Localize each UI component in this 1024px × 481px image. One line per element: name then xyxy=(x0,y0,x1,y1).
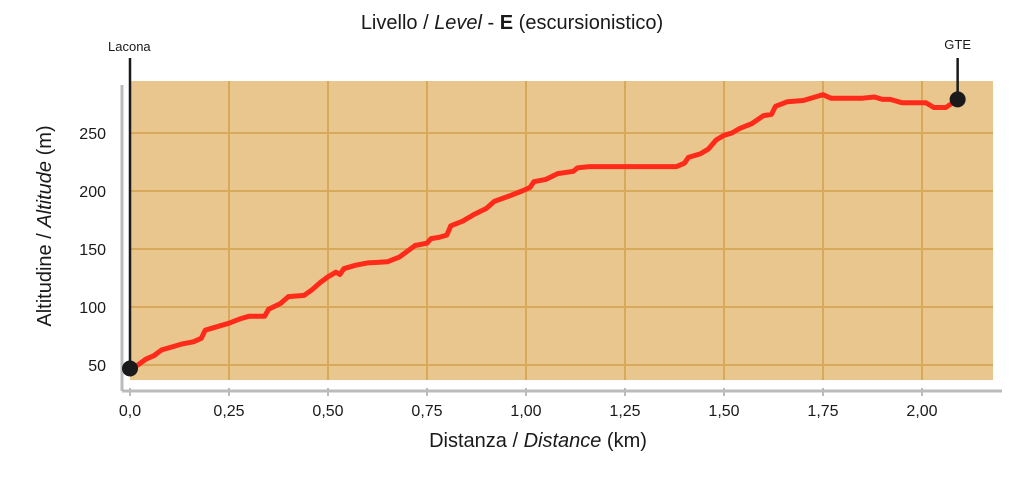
x-tick-label: 1,25 xyxy=(609,403,640,420)
x-axis-label-italic: Distance xyxy=(524,430,602,452)
x-tick-label: 1,75 xyxy=(807,403,838,420)
endpoint-gte-marker xyxy=(949,91,966,108)
y-tick-label: 200 xyxy=(79,184,106,201)
x-axis-label: Distanza / Distance (km) xyxy=(429,430,647,452)
x-axis-label-plain: Distanza / xyxy=(429,430,523,452)
y-tick-label: 250 xyxy=(79,126,106,143)
y-axis-label: Altitudine / Altitude (m) xyxy=(34,125,56,326)
y-axis-label-italic: Altitude xyxy=(34,161,56,229)
title-part-5: (escursionistico) xyxy=(513,12,663,34)
x-tick-label: 0,25 xyxy=(213,403,244,420)
x-tick-label: 1,50 xyxy=(708,403,739,420)
x-tick-label: 0,75 xyxy=(411,403,442,420)
y-tick-label: 100 xyxy=(79,300,106,317)
grid-lines xyxy=(130,81,993,380)
y-axis-label-plain: Altitudine / xyxy=(34,228,56,327)
x-tick-label: 0,0 xyxy=(119,403,141,420)
y-axis-label-unit: (m) xyxy=(34,125,56,161)
endpoint-lacona-marker xyxy=(122,360,138,377)
x-tick-label: 0,50 xyxy=(312,403,343,420)
x-tick-label: 1,00 xyxy=(510,403,541,420)
y-tick-label: 50 xyxy=(88,358,106,375)
endpoint-lacona-label: Lacona xyxy=(108,39,151,54)
plot-area xyxy=(130,81,993,380)
title-part-1: Livello / xyxy=(361,12,434,34)
title-part-4: E xyxy=(500,12,513,34)
tick-labels: 0,0 0,25 0,50 0,75 1,00 1,25 1,50 1,75 2,00 50 100… xyxy=(79,126,937,420)
title-part-3: - xyxy=(482,12,500,34)
x-axis-label-unit: (km) xyxy=(601,430,647,452)
series-layer xyxy=(127,92,961,371)
title-part-2: Level xyxy=(434,12,482,34)
endpoint-gte-label: GTE xyxy=(944,37,971,52)
endpoint-markers: Lacona GTE xyxy=(108,37,971,377)
axes xyxy=(120,85,1002,393)
chart-title: Livello / Level - E (escursionistico) xyxy=(361,12,663,34)
elevation-profile-line xyxy=(127,92,961,371)
x-tick-label: 2,00 xyxy=(906,403,937,420)
y-tick-label: 150 xyxy=(79,242,106,259)
